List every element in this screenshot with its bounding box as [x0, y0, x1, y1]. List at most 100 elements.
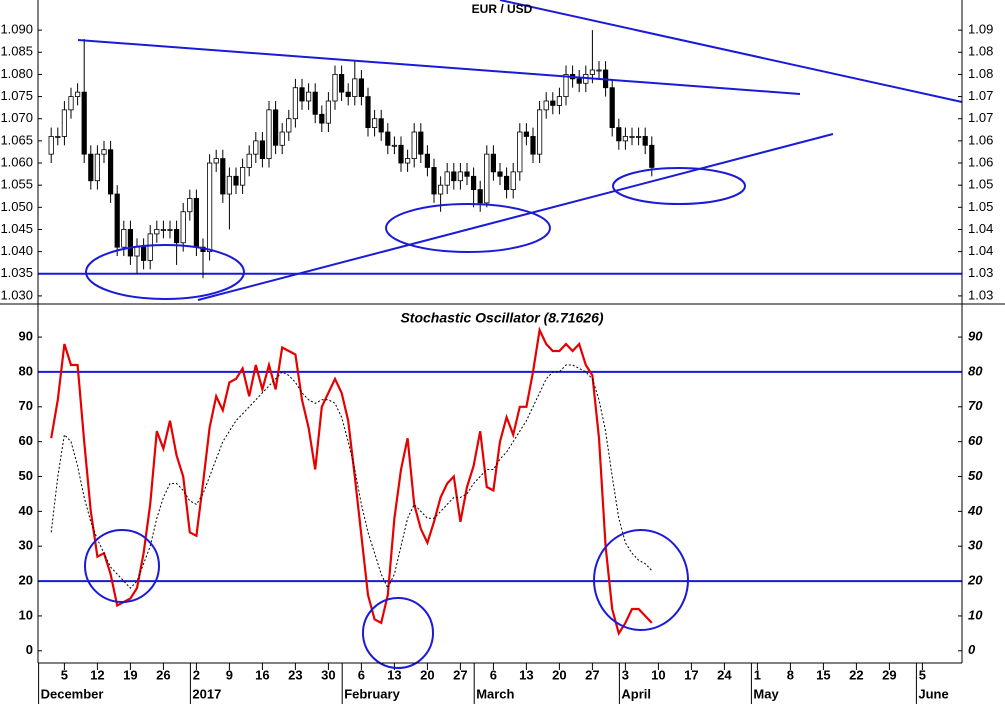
- highlight-ellipse: [593, 529, 689, 631]
- candle-body: [563, 74, 569, 97]
- y2-tick-label: 1.06: [968, 132, 993, 147]
- candle-body: [206, 162, 213, 253]
- y-tick-label: 50: [19, 468, 33, 483]
- highlight-ellipse: [362, 597, 434, 669]
- candle-body: [279, 131, 285, 146]
- y-tick-label: 1.055: [0, 177, 33, 192]
- candle-body: [411, 131, 417, 159]
- candle-body: [312, 91, 318, 115]
- candle-body: [147, 233, 153, 261]
- candle-body: [140, 246, 147, 261]
- y2-tick-label: 50: [968, 468, 983, 483]
- candle-body: [68, 96, 74, 111]
- y-tick-label: 40: [19, 503, 33, 518]
- candle-body: [556, 96, 563, 106]
- indicator-title: Stochastic Oscillator (8.71626): [400, 310, 603, 326]
- candle-body: [134, 246, 140, 257]
- x-tick-label: 13: [387, 667, 401, 682]
- trend-line: [77, 39, 801, 95]
- candle-body: [299, 87, 305, 102]
- y-tick-label: 1.075: [0, 88, 33, 103]
- x-tick-label: 17: [684, 667, 698, 682]
- y-tick-label: 10: [19, 607, 33, 622]
- candle-body: [642, 136, 648, 146]
- y2-tick-label: 60: [968, 433, 983, 448]
- y-tick-label: 20: [19, 573, 33, 588]
- x-tick-label: 1: [754, 667, 761, 682]
- y-tick-label: 1.070: [0, 110, 33, 125]
- x-tick-label: 6: [358, 667, 365, 682]
- candle-body: [418, 131, 424, 155]
- y-tick-label: 90: [19, 329, 33, 344]
- candle-body: [530, 136, 536, 155]
- candle-body: [292, 87, 299, 120]
- month-label: February: [344, 686, 400, 701]
- y-tick-label: 1.090: [0, 22, 33, 37]
- x-tick-label: 2: [193, 667, 200, 682]
- y2-tick-label: 0: [968, 642, 976, 657]
- x-tick-label: 5: [61, 667, 68, 682]
- month-label: May: [753, 686, 779, 701]
- y2-tick-label: 90: [968, 329, 983, 344]
- candle-body: [636, 136, 642, 138]
- x-tick-label: 8: [787, 667, 794, 682]
- month-label: March: [476, 686, 514, 701]
- y2-tick-label: 1.03: [968, 287, 993, 302]
- x-tick-label: 26: [156, 667, 170, 682]
- candle-body: [490, 153, 497, 173]
- y-tick-label: 70: [19, 398, 33, 413]
- oscillator-line: [50, 326, 653, 637]
- y2-tick-label: 1.05: [968, 177, 993, 192]
- candle-body: [272, 109, 279, 146]
- y2-tick-label: 80: [968, 363, 983, 378]
- y2-tick-label: 1.06: [968, 154, 993, 169]
- y2-tick-label: 1.08: [968, 44, 993, 59]
- candle-body: [510, 171, 516, 190]
- x-tick-label: 19: [123, 667, 137, 682]
- month-label: 2017: [192, 686, 221, 701]
- candle-body: [523, 131, 530, 137]
- x-tick-label: 27: [453, 667, 467, 682]
- candle-body: [385, 131, 391, 146]
- x-tick-label: 29: [882, 667, 896, 682]
- y2-tick-label: 1.07: [968, 88, 993, 103]
- candle-body: [457, 171, 464, 182]
- candle-body: [358, 78, 365, 97]
- candle-body: [497, 171, 503, 177]
- candle-body: [160, 229, 166, 231]
- signal-line: [50, 364, 653, 590]
- candle-body: [246, 153, 252, 168]
- candle-body: [444, 171, 450, 186]
- candle-body: [220, 158, 226, 195]
- candle-body: [550, 100, 556, 106]
- candle-body: [239, 167, 246, 186]
- candle-body: [319, 113, 325, 124]
- x-tick-label: 22: [849, 667, 863, 682]
- candle-body: [338, 74, 345, 93]
- x-tick-label: 6: [490, 667, 497, 682]
- candle-body: [609, 87, 615, 128]
- candle-body: [88, 153, 94, 182]
- candle-body: [253, 140, 259, 155]
- x-tick-label: 10: [651, 667, 665, 682]
- candle-body: [61, 109, 68, 137]
- y-tick-label: 80: [19, 363, 33, 378]
- candle-body: [378, 118, 384, 133]
- candle-body: [154, 229, 160, 235]
- candle-body: [589, 69, 596, 75]
- candle-body: [576, 78, 582, 84]
- highlight-ellipse: [84, 529, 160, 603]
- y-tick-label: 1.040: [0, 243, 33, 258]
- x-tick-label: 30: [321, 667, 335, 682]
- month-label: December: [41, 686, 104, 701]
- candle-body: [503, 175, 510, 190]
- candle-body: [404, 158, 411, 164]
- candle-body: [424, 153, 431, 168]
- highlight-ellipse: [385, 203, 551, 253]
- highlight-ellipse: [85, 244, 245, 300]
- candle-body: [173, 229, 180, 244]
- candle-body: [484, 153, 490, 204]
- annotations: [77, 0, 963, 669]
